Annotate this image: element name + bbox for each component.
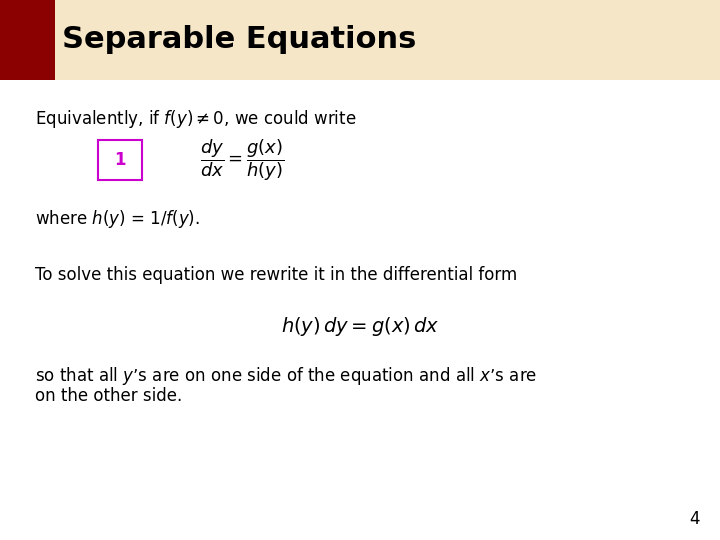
- Bar: [0, 0, 55, 80]
- Text: 1: 1: [114, 151, 126, 169]
- Text: 4: 4: [690, 510, 700, 528]
- Bar: [0, 0, 720, 80]
- Bar: [98, 140, 142, 180]
- Text: Separable Equations: Separable Equations: [62, 25, 416, 55]
- Text: To solve this equation we rewrite it in the differential form: To solve this equation we rewrite it in …: [35, 266, 517, 284]
- Text: Equivalently, if $f(y) \neq 0$, we could write: Equivalently, if $f(y) \neq 0$, we could…: [35, 108, 356, 130]
- Text: on the other side.: on the other side.: [35, 387, 182, 405]
- Text: so that all $y$’s are on one side of the equation and all $x$’s are: so that all $y$’s are on one side of the…: [35, 365, 537, 387]
- Text: $\dfrac{dy}{dx} = \dfrac{g(x)}{h(y)}$: $\dfrac{dy}{dx} = \dfrac{g(x)}{h(y)}$: [200, 137, 284, 183]
- Text: $h(y)\, dy = g(x)\, dx$: $h(y)\, dy = g(x)\, dx$: [281, 315, 439, 338]
- Text: where $h(y)$ = 1/$f(y)$.: where $h(y)$ = 1/$f(y)$.: [35, 208, 200, 230]
